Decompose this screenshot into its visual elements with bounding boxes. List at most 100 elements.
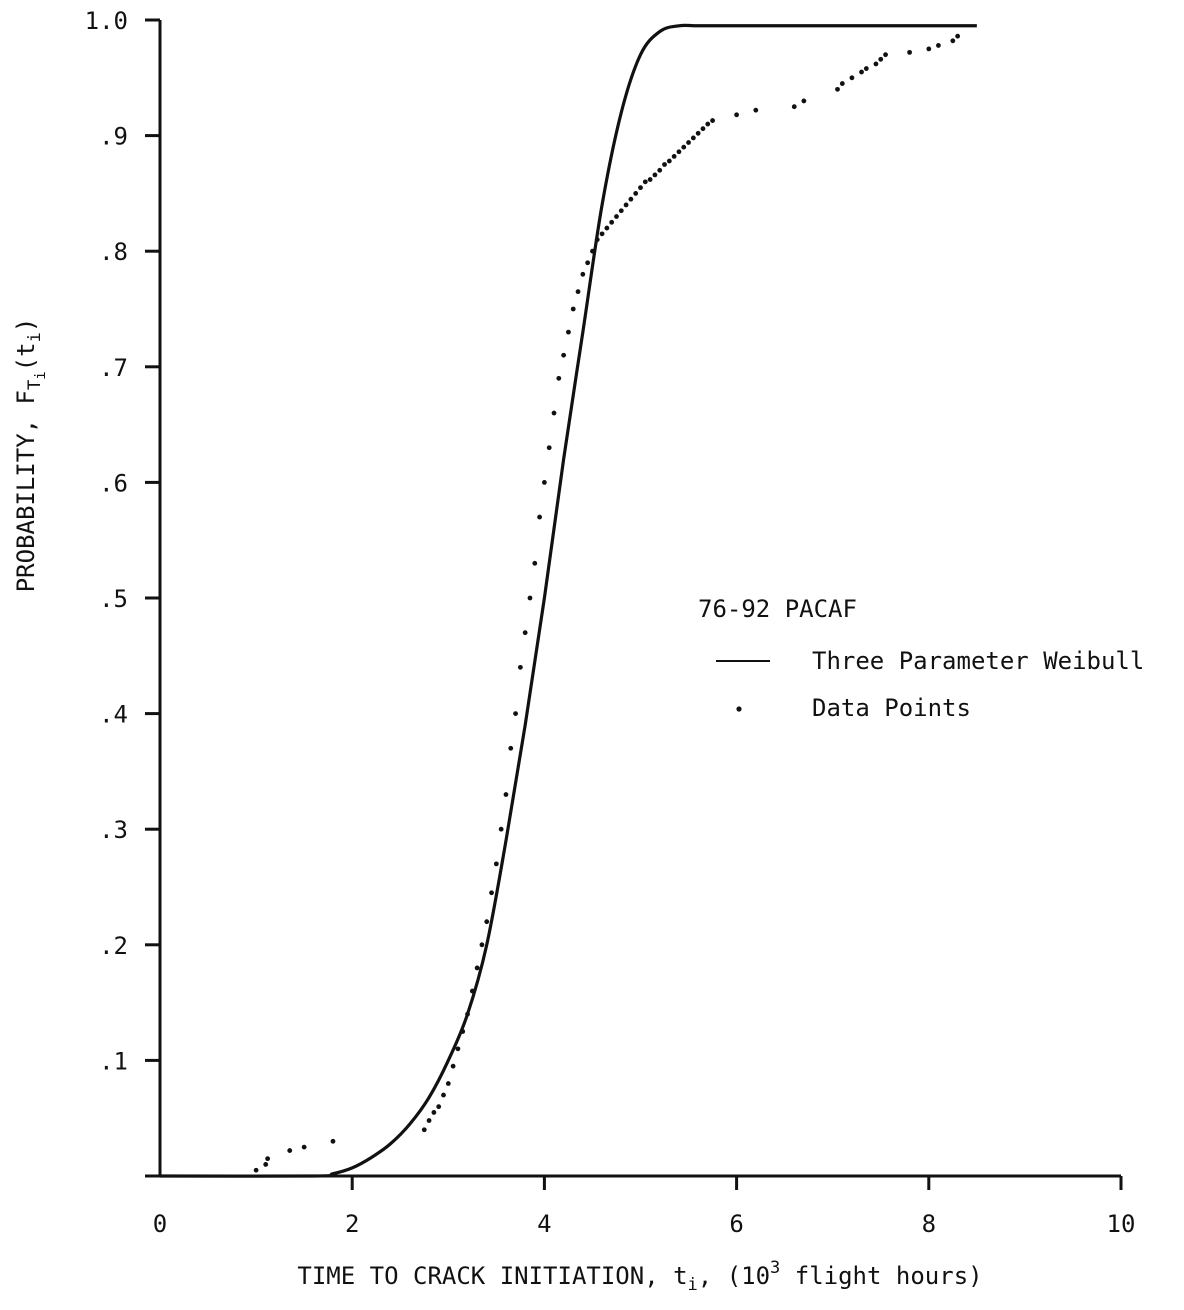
data-point	[566, 329, 571, 335]
y-tick-label: .6	[99, 469, 128, 497]
data-point	[522, 630, 528, 636]
data-point	[878, 56, 884, 62]
data-point	[628, 196, 634, 202]
data-point	[542, 480, 547, 485]
x-tick-label: 4	[537, 1210, 551, 1238]
y-tick-label: .7	[99, 354, 128, 382]
data-point	[705, 121, 711, 127]
data-point	[580, 271, 586, 277]
data-point	[883, 52, 888, 58]
data-point	[265, 1156, 271, 1162]
data-point	[666, 158, 672, 164]
data-point	[599, 231, 605, 237]
data-point	[469, 988, 475, 994]
legend-label-data-points: Data Points	[812, 694, 971, 722]
y-tick-label: 1.0	[85, 7, 128, 35]
y-axis-label: PROBABILITY, FTi(ti)	[12, 318, 49, 593]
data-point	[585, 260, 591, 266]
ticks	[145, 18, 1123, 1190]
data-point	[493, 861, 499, 867]
data-point	[638, 185, 643, 191]
data-point	[301, 1144, 307, 1150]
y-tick-label: .3	[99, 816, 128, 844]
data-point	[455, 1046, 461, 1052]
data-point	[517, 664, 523, 670]
data-point	[330, 1138, 336, 1144]
data-point	[551, 410, 557, 416]
data-point	[690, 135, 696, 141]
data-point	[537, 514, 542, 520]
data-point	[681, 144, 687, 150]
data-point	[618, 208, 624, 214]
data-point	[859, 69, 864, 75]
data-point	[633, 191, 639, 196]
data-point	[686, 140, 691, 145]
data-point	[926, 46, 932, 52]
data-point	[801, 98, 807, 104]
data-point	[936, 43, 941, 48]
data-point	[652, 172, 658, 178]
legend-label-weibull: Three Parameter Weibull	[812, 647, 1144, 675]
data-point	[556, 375, 562, 381]
legend-title: 76-92 PACAF	[698, 595, 857, 623]
x-tick-label: 8	[922, 1210, 936, 1238]
data-point	[950, 38, 956, 44]
data-point	[849, 75, 855, 81]
data-point	[426, 1118, 432, 1123]
y-tick-label: .4	[99, 701, 128, 729]
data-point	[503, 792, 509, 797]
data-point	[753, 107, 759, 113]
data-point	[676, 149, 682, 155]
data-point	[590, 248, 595, 254]
data-point	[532, 560, 538, 566]
data-point	[614, 214, 619, 219]
data-point	[263, 1162, 269, 1167]
data-point	[287, 1148, 293, 1153]
data-point	[498, 826, 504, 832]
data-point	[421, 1127, 427, 1133]
data-point	[734, 112, 739, 118]
weibull-series	[159, 23, 977, 1178]
data-point	[839, 81, 845, 86]
data-point	[253, 1167, 259, 1173]
data-point	[450, 1063, 456, 1069]
y-tick-label: .5	[99, 585, 128, 613]
data-point	[710, 118, 715, 123]
data-point	[647, 177, 653, 182]
data-point	[570, 306, 576, 312]
data-point	[546, 445, 552, 451]
x-tick-label: 6	[729, 1210, 743, 1238]
legend-dot-swatch	[736, 706, 742, 712]
data-point	[642, 179, 648, 185]
data-point	[700, 126, 706, 132]
data-point	[484, 919, 490, 925]
data-point	[508, 745, 514, 751]
data-point	[623, 202, 629, 208]
data-point	[436, 1104, 442, 1110]
y-tick-label: .2	[99, 932, 128, 960]
data-point	[527, 595, 533, 601]
data-point	[791, 104, 797, 110]
data-point	[662, 162, 667, 167]
data-point	[513, 711, 518, 716]
y-tick-label: .9	[99, 123, 128, 151]
data-point	[575, 289, 581, 295]
legend: 76-92 PACAF Three Parameter Weibull Data…	[698, 595, 1144, 722]
y-tick-label: .1	[99, 1047, 128, 1075]
data-point	[695, 130, 701, 136]
data-point	[445, 1081, 451, 1086]
data-point	[431, 1110, 437, 1115]
data-point	[671, 154, 677, 159]
data-point	[609, 219, 615, 225]
tick-labels: 0 2 4 6 8 10 .1 .2 .3 .4 .5 .6 .7 .8 .9 1.0	[85, 7, 1136, 1238]
data-point	[489, 890, 494, 896]
data-point	[657, 167, 663, 173]
x-tick-label: 10	[1107, 1210, 1136, 1238]
x-tick-label: 0	[153, 1210, 167, 1238]
y-tick-label: .8	[99, 238, 128, 266]
data-point	[835, 86, 840, 92]
data-point	[479, 942, 485, 948]
data-point	[604, 225, 610, 231]
axes	[145, 20, 1121, 1178]
